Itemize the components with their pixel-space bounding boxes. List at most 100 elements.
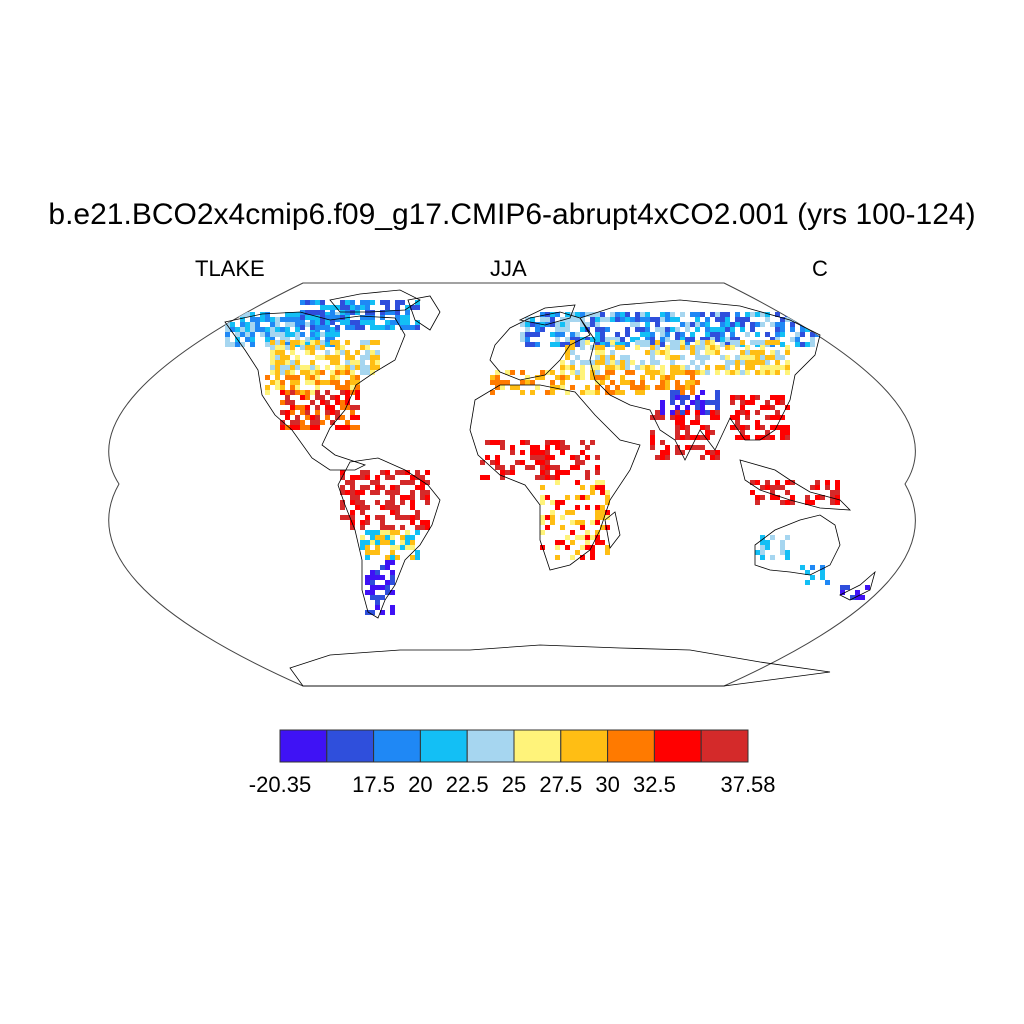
lake-cell bbox=[760, 355, 765, 360]
lake-cell bbox=[640, 365, 645, 370]
lake-cell bbox=[565, 342, 570, 347]
lake-cell bbox=[730, 425, 735, 430]
lake-cell bbox=[325, 342, 330, 347]
lake-cell bbox=[740, 355, 745, 360]
lake-cell bbox=[610, 350, 615, 355]
lake-cell bbox=[350, 405, 355, 410]
lake-cell bbox=[785, 480, 790, 485]
lake-cell bbox=[670, 360, 675, 365]
lake-cell bbox=[650, 415, 655, 420]
lake-cell bbox=[750, 350, 755, 355]
lake-cell bbox=[600, 317, 605, 322]
lake-cell bbox=[390, 580, 395, 585]
lake-cell bbox=[350, 515, 355, 520]
lake-cell bbox=[820, 565, 825, 570]
lake-cell bbox=[345, 340, 350, 345]
lake-cell bbox=[330, 310, 335, 315]
lake-cell bbox=[280, 340, 285, 345]
lake-cell bbox=[785, 360, 790, 365]
lake-cell bbox=[290, 350, 295, 355]
lake-cell bbox=[635, 312, 640, 317]
lake-cell bbox=[555, 440, 560, 445]
lake-cell bbox=[495, 440, 500, 445]
lake-cell bbox=[390, 535, 395, 540]
lake-cell bbox=[610, 380, 615, 385]
lake-cell bbox=[575, 355, 580, 360]
lake-cell bbox=[300, 300, 305, 305]
lake-cell bbox=[490, 375, 495, 380]
lake-cell bbox=[545, 390, 550, 395]
lake-cell bbox=[380, 610, 385, 615]
lake-cell bbox=[690, 345, 695, 350]
lake-cell bbox=[295, 415, 300, 420]
lake-cell bbox=[390, 510, 395, 515]
lake-cell bbox=[300, 345, 305, 350]
lake-cell bbox=[710, 430, 715, 435]
lake-cell bbox=[725, 342, 730, 347]
lake-cell bbox=[730, 345, 735, 350]
lake-cell bbox=[650, 435, 655, 440]
lake-cell bbox=[325, 410, 330, 415]
lake-cell bbox=[760, 425, 765, 430]
lake-cell bbox=[605, 342, 610, 347]
lake-cell bbox=[395, 555, 400, 560]
lake-cell bbox=[310, 325, 315, 330]
lake-cell bbox=[790, 480, 795, 485]
lake-cell bbox=[535, 342, 540, 347]
lake-cell bbox=[745, 415, 750, 420]
lake-cell bbox=[565, 495, 570, 500]
lake-cell bbox=[250, 327, 255, 332]
lake-cell bbox=[580, 375, 585, 380]
lake-cell bbox=[730, 395, 735, 400]
lake-cell bbox=[560, 317, 565, 322]
lake-cell bbox=[265, 342, 270, 347]
lake-cell bbox=[540, 370, 545, 375]
lake-cell bbox=[415, 555, 420, 560]
lake-cell bbox=[400, 320, 405, 325]
lake-cell bbox=[410, 475, 415, 480]
lake-cell bbox=[570, 465, 575, 470]
lake-cell bbox=[755, 355, 760, 360]
lake-cell bbox=[485, 455, 490, 460]
lake-cell bbox=[360, 535, 365, 540]
lake-cell bbox=[315, 425, 320, 430]
lake-cell bbox=[575, 465, 580, 470]
lake-cell bbox=[365, 310, 370, 315]
lake-cell bbox=[690, 360, 695, 365]
lake-cell bbox=[705, 350, 710, 355]
lake-cell bbox=[700, 410, 705, 415]
lake-cell bbox=[605, 550, 610, 555]
lake-cell bbox=[835, 490, 840, 495]
lake-cell bbox=[575, 337, 580, 342]
lake-cell bbox=[400, 470, 405, 475]
lake-cell bbox=[680, 390, 685, 395]
lake-cell bbox=[345, 325, 350, 330]
lake-cell bbox=[425, 495, 430, 500]
lake-cell bbox=[600, 510, 605, 515]
lake-cell bbox=[415, 550, 420, 555]
lake-cell bbox=[710, 337, 715, 342]
lake-cell bbox=[775, 337, 780, 342]
lake-cell bbox=[600, 375, 605, 380]
lake-cell bbox=[560, 500, 565, 505]
lake-cell bbox=[270, 317, 275, 322]
lake-cell bbox=[340, 310, 345, 315]
lake-cell bbox=[505, 470, 510, 475]
lake-cell bbox=[365, 315, 370, 320]
lake-cell bbox=[275, 345, 280, 350]
lake-cell bbox=[710, 327, 715, 332]
lake-cell bbox=[370, 315, 375, 320]
lake-cell bbox=[650, 345, 655, 350]
lake-cell bbox=[375, 605, 380, 610]
lake-cell bbox=[320, 395, 325, 400]
lake-cell bbox=[560, 360, 565, 365]
lake-cell bbox=[410, 505, 415, 510]
lake-cell bbox=[640, 312, 645, 317]
lake-cell bbox=[645, 370, 650, 375]
lake-cell bbox=[620, 360, 625, 365]
lake-cell bbox=[770, 340, 775, 345]
lake-cell bbox=[640, 385, 645, 390]
lake-cell bbox=[380, 585, 385, 590]
lake-cell bbox=[605, 385, 610, 390]
lake-cell bbox=[770, 435, 775, 440]
